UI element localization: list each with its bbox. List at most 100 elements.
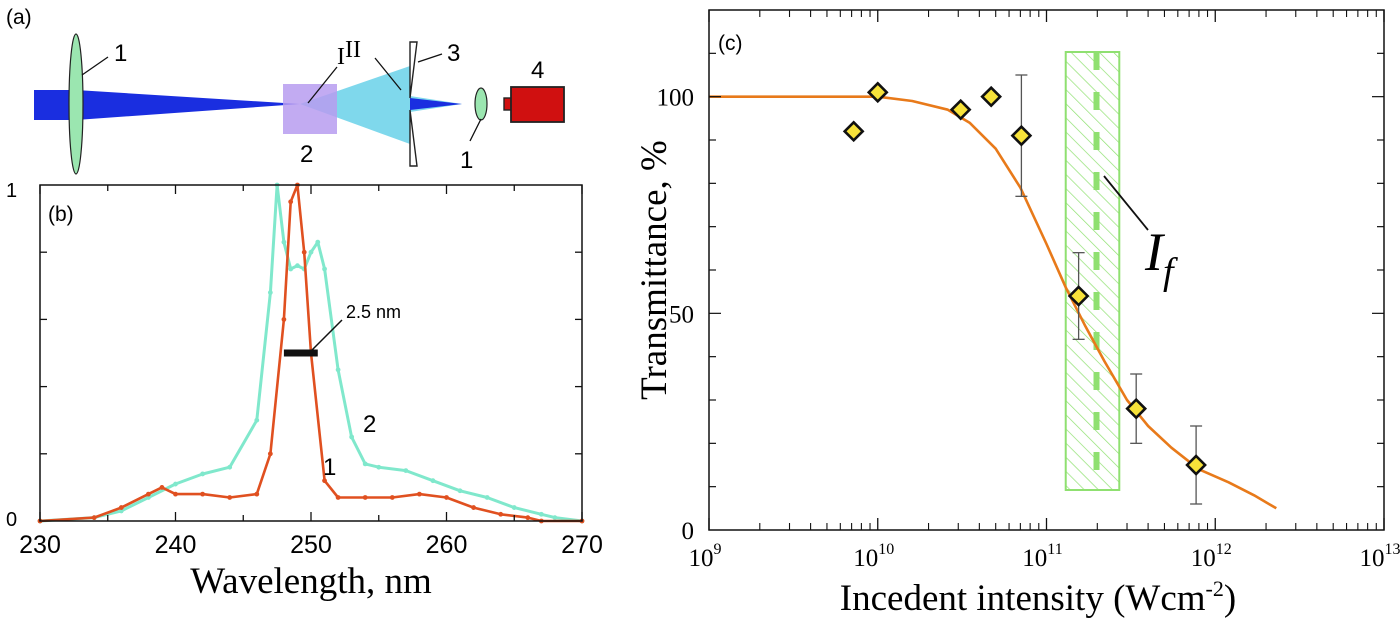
panel-b-spectrum: 1 0 (b) 230 240 250 260 270 Wavelength, nm 2… — [6, 180, 603, 602]
slit-top — [409, 41, 418, 99]
sample-callout: 2 — [300, 141, 313, 168]
spectrum-point-2 — [430, 478, 436, 484]
panel-c-frame — [708, 9, 1385, 531]
threshold-band — [1064, 51, 1121, 491]
spectrum-point-2 — [146, 495, 151, 500]
panel-c-ticks — [708, 10, 1385, 530]
spectrum-point-1 — [498, 511, 504, 517]
spectrum-point-1 — [267, 451, 273, 457]
panel-b-xtick-label: 270 — [561, 531, 603, 559]
data-point — [1125, 397, 1148, 420]
panel-a-label: (a) — [6, 6, 32, 29]
panel-c-ytick-label: 50 — [669, 301, 694, 328]
spectrum-point-1 — [288, 199, 294, 205]
lens-left-callout: 1 — [114, 40, 127, 67]
spectrum-point-2 — [362, 461, 368, 467]
spectrum-point-2 — [295, 263, 300, 269]
panel-c-xtick-label: 109 — [689, 541, 722, 572]
fwhm-annotation: 2.5 nm — [283, 302, 401, 357]
fit-curve — [709, 95, 1277, 510]
spectrum-point-2 — [118, 508, 124, 514]
spectrum-line-1 — [39, 183, 582, 523]
spectrum-point-1 — [525, 515, 531, 521]
panel-b-ytick-bottom: 0 — [6, 509, 17, 531]
focusing-lens — [68, 33, 84, 175]
panel-c-xtick-label: 1011 — [1022, 541, 1062, 572]
spectrum-point-1 — [146, 491, 151, 497]
series-1-label: 1 — [323, 454, 336, 481]
panel-b-label: (b) — [48, 203, 74, 226]
spectrum-point-2 — [200, 471, 206, 477]
panel-c-xtick-label: 1010 — [853, 541, 894, 572]
panel-b-xlabel: Wavelength, nm — [190, 561, 432, 602]
spectrum-point-2 — [538, 511, 544, 517]
spectrum-point-1 — [91, 515, 97, 521]
spectrum-point-2 — [322, 266, 327, 272]
threshold-leader — [1103, 175, 1149, 231]
panel-c-transmittance: (c) 0 50 100 109 1010 1011 1012 1013 Transmitt… — [634, 9, 1400, 619]
spectrum-point-1 — [281, 317, 287, 322]
spectrum-point-1 — [227, 495, 233, 500]
laser-beam — [34, 90, 300, 120]
data-point — [980, 85, 1003, 108]
spectrum-point-1 — [301, 249, 307, 255]
spectrum-point-2 — [281, 239, 287, 245]
beam-one-callout: I — [337, 44, 345, 70]
spectrum-point-1 — [159, 485, 165, 490]
fwhm-label: 2.5 nm — [346, 302, 401, 322]
panel-b-xtick-label: 230 — [19, 531, 61, 559]
spectrum-point-2 — [308, 249, 314, 255]
spectrum-point-1 — [417, 491, 422, 497]
panel-b-xtick-label: 250 — [290, 531, 332, 559]
slit-callout: 3 — [447, 40, 460, 67]
spectrum-point-2 — [173, 481, 178, 487]
spectrum-point-2 — [315, 239, 321, 245]
laser-beam-exit — [410, 98, 462, 110]
filamentation-threshold-band — [1064, 51, 1121, 491]
data-point — [866, 81, 889, 104]
scattered-beam — [300, 66, 410, 144]
spectrum-point-1 — [389, 495, 395, 500]
spectrum-point-2 — [552, 515, 558, 521]
lens-right-callout: 1 — [460, 147, 473, 174]
spectrum-point-1 — [173, 491, 178, 497]
spectrum-point-1 — [444, 495, 449, 500]
panel-b-xtick-label: 260 — [426, 531, 468, 559]
panel-c-ytick-labels: 0 50 100 — [657, 85, 695, 545]
panel-c-xtick-label: 1013 — [1360, 541, 1400, 572]
spectrum-point-2 — [376, 464, 382, 470]
series-2-label: 2 — [363, 411, 376, 438]
panel-a-schematic: (a) 1 I II 3 2 1 4 — [6, 6, 565, 175]
data-point — [1067, 285, 1090, 307]
spectrum-point-2 — [349, 434, 355, 440]
slit-bottom — [409, 109, 418, 167]
spectrum-point-2 — [227, 464, 233, 470]
spectrum-point-1 — [322, 478, 327, 484]
spectrum-point-2 — [288, 266, 294, 272]
measured-points — [842, 74, 1207, 505]
panel-b-xtick-labels: 230 240 250 260 270 — [19, 531, 603, 559]
detector-callout: 4 — [531, 57, 544, 84]
panel-c-xlabel: Incedent intensity (Wcm-2) — [840, 576, 1236, 619]
data-point — [949, 98, 972, 121]
spectrum-point-2 — [403, 468, 409, 473]
fit-line — [709, 95, 1277, 510]
spectrum-point-2 — [484, 495, 490, 500]
spectrum-point-2 — [254, 417, 260, 423]
panel-c-ytick-label: 0 — [682, 518, 695, 545]
spectrum-point-2 — [511, 505, 517, 510]
spectrum-point-2 — [335, 367, 341, 373]
data-point — [1185, 454, 1207, 476]
spectrum-point-1 — [335, 495, 341, 500]
spectrum-point-1 — [254, 491, 260, 497]
detector — [510, 86, 565, 123]
data-point — [1010, 124, 1033, 147]
spectrum-point-1 — [471, 505, 476, 510]
sample-crystal — [283, 84, 337, 134]
collecting-lens — [474, 87, 488, 121]
panel-c-xtick-labels: 109 1010 1011 1012 1013 — [689, 541, 1400, 572]
spectrum-point-1 — [200, 491, 206, 497]
panel-c-ylabel: Transmittance, % — [634, 140, 675, 400]
panel-c-xtick-label: 1012 — [1191, 541, 1232, 572]
